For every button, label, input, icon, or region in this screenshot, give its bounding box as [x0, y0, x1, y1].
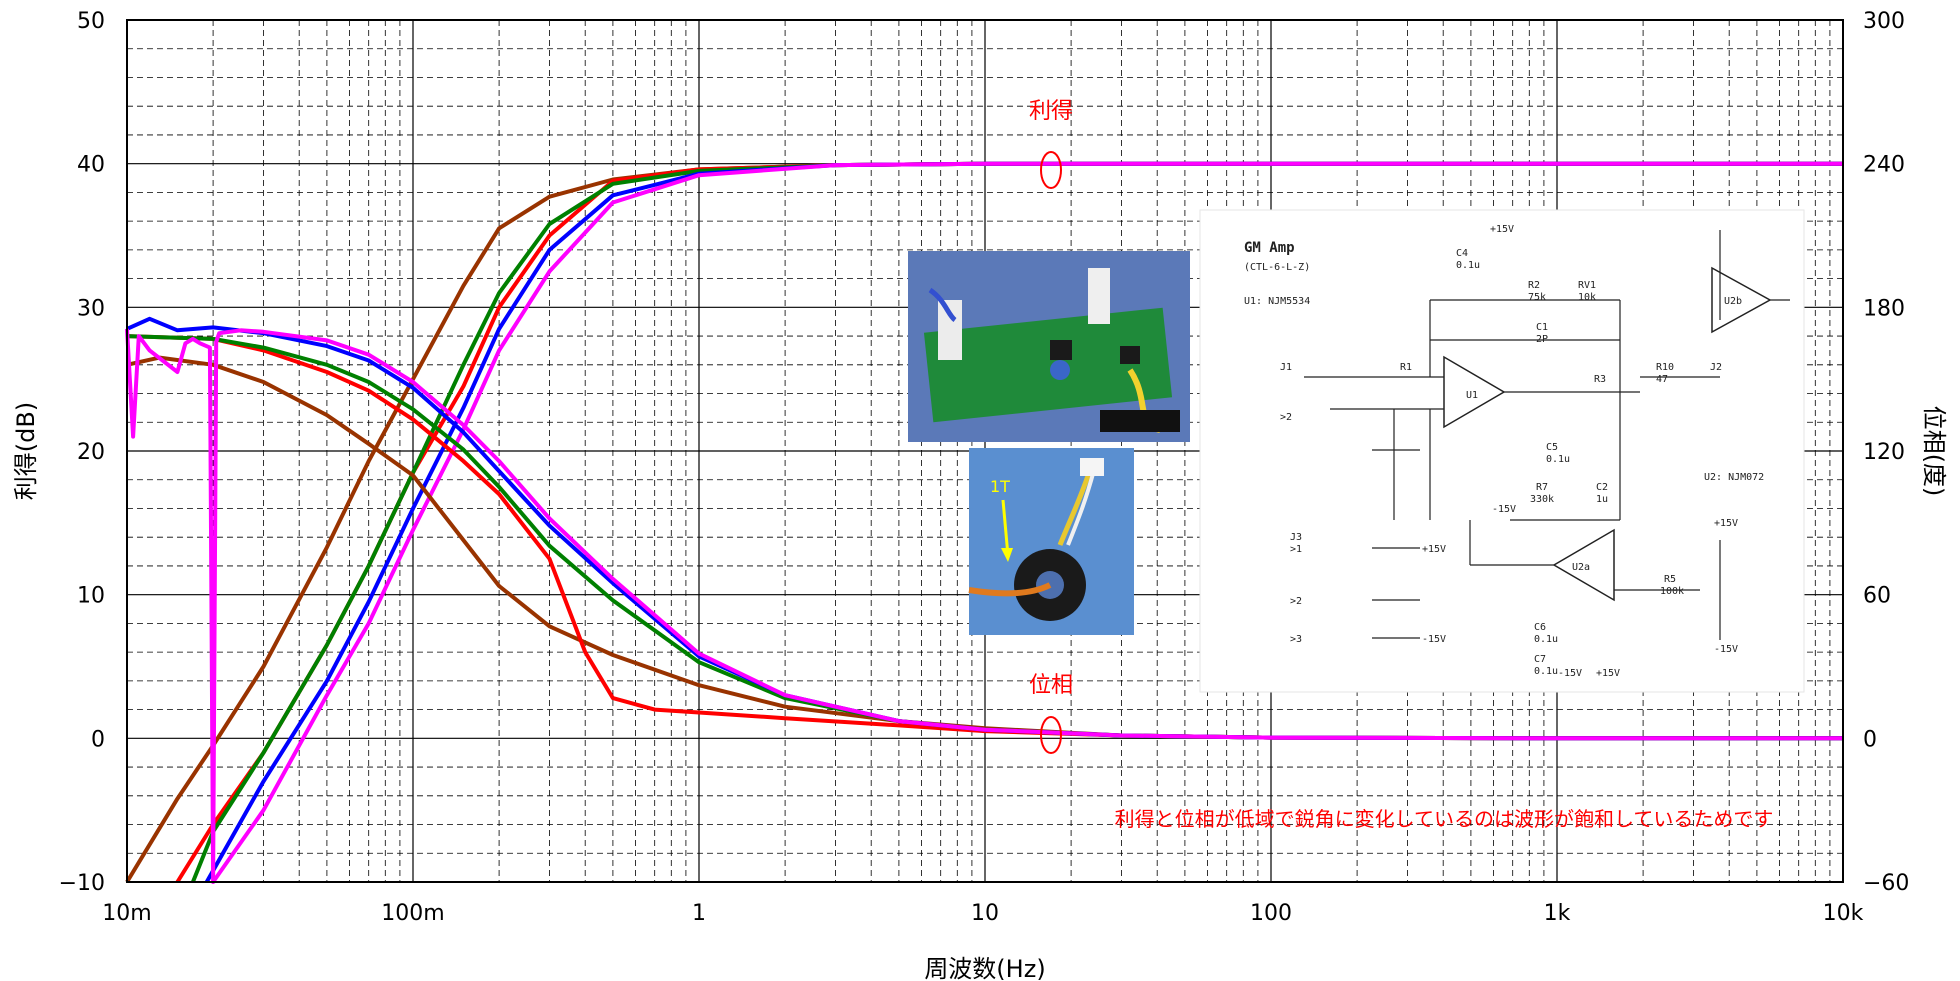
svg-text:RV1: RV1	[1578, 280, 1596, 291]
svg-text:-15V: -15V	[1714, 644, 1738, 655]
turns-label: 1T	[990, 477, 1010, 496]
axis-ticks: 10m 100m 1 10 100 1k 10k −10 0 10 20 30 40 50 −60 0 60 12…	[59, 9, 1910, 926]
x-axis-title: 周波数(Hz)	[924, 955, 1045, 981]
svg-text:-15V: -15V	[1492, 504, 1516, 515]
svg-text:330k: 330k	[1530, 494, 1554, 505]
svg-text:C6: C6	[1534, 622, 1546, 633]
svg-text:J1: J1	[1280, 362, 1292, 373]
y-left-tick-label: 30	[77, 296, 105, 321]
svg-text:C4: C4	[1456, 248, 1468, 259]
y-axis-right-title: 位相(度)	[1920, 406, 1948, 497]
svg-text:J3: J3	[1290, 532, 1302, 543]
y-right-tick-label: 300	[1863, 9, 1905, 34]
x-tick-label: 100m	[381, 901, 444, 926]
svg-text:R1: R1	[1400, 362, 1412, 373]
saturation-note: 利得と位相が低域で鋭角に変化しているのは波形が飽和しているためです	[1115, 807, 1774, 831]
gain-series-line-5	[211, 161, 1843, 884]
x-tick-label: 10	[971, 901, 999, 926]
svg-text:R2: R2	[1528, 280, 1540, 291]
svg-text:+15V: +15V	[1714, 518, 1738, 529]
svg-text:U1: U1	[1466, 390, 1478, 401]
svg-text:0.1u: 0.1u	[1534, 666, 1558, 677]
svg-text:R5: R5	[1664, 574, 1676, 585]
svg-text:>2: >2	[1280, 412, 1292, 423]
phase-annotation: 位相	[1029, 673, 1073, 698]
x-tick-label: 1	[692, 901, 706, 926]
y-right-tick-label: 60	[1863, 584, 1891, 609]
svg-text:U2: NJM072: U2: NJM072	[1704, 472, 1764, 483]
y-axis-left-title: 利得(dB)	[12, 402, 40, 500]
svg-text:C5: C5	[1546, 442, 1558, 453]
svg-text:0.1u: 0.1u	[1546, 454, 1570, 465]
svg-text:47: 47	[1656, 374, 1668, 385]
svg-text:U2b: U2b	[1724, 296, 1742, 307]
x-tick-label: 1k	[1544, 901, 1571, 926]
svg-text:J2: J2	[1710, 362, 1722, 373]
svg-text:C1: C1	[1536, 322, 1548, 333]
y-right-tick-label: −60	[1863, 871, 1909, 896]
svg-text:R3: R3	[1594, 374, 1606, 385]
plot-frame	[126, 19, 1844, 883]
y-left-tick-label: 50	[77, 9, 105, 34]
annotations: 利得 位相 利得と位相が低域で鋭角に変化しているのは波形が飽和しているためです	[1029, 99, 1773, 831]
phase-series-line-10	[125, 328, 1843, 884]
y-left-tick-label: −10	[59, 871, 105, 896]
y-left-tick-label: 40	[77, 153, 105, 178]
phase-marker-ellipse	[1040, 716, 1062, 754]
svg-text:R7: R7	[1536, 482, 1548, 493]
svg-text:-15V: -15V	[1422, 634, 1446, 645]
svg-text:0.1u: 0.1u	[1534, 634, 1558, 645]
svg-text:10k: 10k	[1578, 292, 1596, 303]
current-transformer-photo: 1T	[968, 448, 1134, 635]
svg-text:R10: R10	[1656, 362, 1674, 373]
svg-text:+15V: +15V	[1596, 668, 1620, 679]
svg-text:0.1u: 0.1u	[1456, 260, 1480, 271]
y-right-tick-label: 0	[1863, 727, 1877, 752]
gain-annotation: 利得	[1029, 99, 1073, 124]
y-right-tick-label: 240	[1863, 153, 1905, 178]
gain-marker-ellipse	[1040, 151, 1062, 189]
x-tick-label: 100	[1250, 901, 1292, 926]
svg-text:75k: 75k	[1528, 292, 1546, 303]
svg-text:100k: 100k	[1660, 586, 1684, 597]
svg-text:(CTL-6-L-Z): (CTL-6-L-Z)	[1244, 262, 1310, 273]
series-lines	[125, 161, 1843, 884]
y-right-tick-label: 180	[1863, 296, 1905, 321]
svg-text:+15V: +15V	[1490, 224, 1514, 235]
x-tick-label: 10m	[102, 901, 151, 926]
y-right-tick-label: 120	[1863, 440, 1905, 465]
svg-text:>2: >2	[1290, 596, 1302, 607]
svg-text:C2: C2	[1596, 482, 1608, 493]
svg-text:-15V: -15V	[1558, 668, 1582, 679]
svg-text:U1: NJM5534: U1: NJM5534	[1244, 296, 1310, 307]
svg-text:GM Amp: GM Amp	[1244, 240, 1295, 256]
svg-text:2P: 2P	[1536, 334, 1548, 345]
y-left-tick-label: 20	[77, 440, 105, 465]
y-left-tick-label: 10	[77, 584, 105, 609]
svg-text:1u: 1u	[1596, 494, 1608, 505]
svg-text:>3: >3	[1290, 634, 1302, 645]
svg-text:U2a: U2a	[1572, 562, 1590, 573]
svg-text:+15V: +15V	[1422, 544, 1446, 555]
svg-text:C7: C7	[1534, 654, 1546, 665]
x-tick-label: 10k	[1823, 901, 1864, 926]
circuit-board-photo	[908, 251, 1190, 442]
gm-amp-schematic: GM Amp (CTL-6-L-Z) U1: NJM5534 U2: NJM07…	[1199, 209, 1805, 693]
y-left-tick-label: 0	[91, 727, 105, 752]
svg-text:>1: >1	[1290, 544, 1302, 555]
